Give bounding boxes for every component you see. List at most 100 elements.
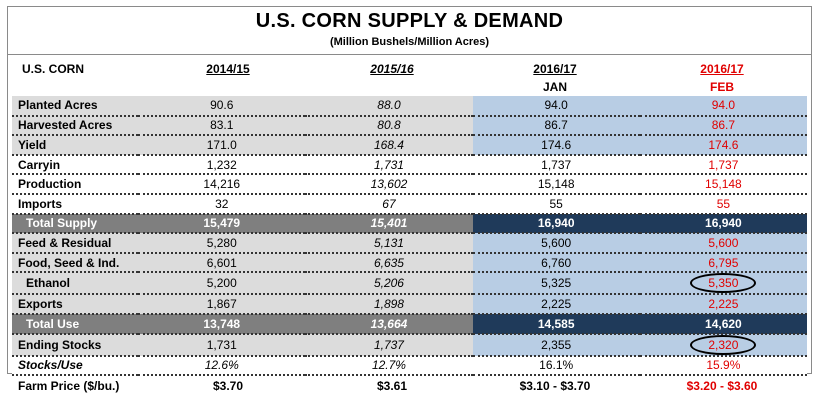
cell-2016-17-feb: 55 xyxy=(639,193,807,215)
cell-2016-17-jan: 16,940 xyxy=(472,213,640,235)
cell-2016-17-jan: 86.7 xyxy=(472,115,640,137)
table-row: Ending Stocks 1,731 1,737 2,355 2,320 xyxy=(12,333,807,357)
footer-2014-15: $3.70 xyxy=(212,379,244,393)
cell-2016-17-jan: 6,760 xyxy=(472,252,640,274)
cell-2016-17-feb: 15,148 xyxy=(639,174,807,195)
col1-header-text: 2014/15 xyxy=(206,62,250,76)
row-label: Planted Acres xyxy=(12,96,139,117)
cell-2014-15: 90.6 xyxy=(138,96,306,117)
cell-2016-17-feb: 2,225 xyxy=(639,294,807,315)
row-label: Total Use xyxy=(12,313,139,335)
cell-2016-17-jan: 16.1% xyxy=(472,355,640,377)
footer-2015-16: $3.61 xyxy=(376,379,408,393)
cell-2016-17-feb: 86.7 xyxy=(639,115,807,137)
cell-2016-17-feb: 5,350 xyxy=(639,272,807,296)
cell-2014-15: 15,479 xyxy=(138,213,306,235)
title-divider xyxy=(7,54,812,55)
cell-2015-16: 13,664 xyxy=(305,313,473,335)
cell-2016-17-jan: 174.6 xyxy=(472,135,640,156)
col4-header-text: 2016/17 xyxy=(700,62,744,76)
cell-2015-16: 1,737 xyxy=(305,333,473,357)
row-label: Stocks/Use xyxy=(12,355,139,377)
cell-2016-17-feb: 2,320 xyxy=(639,333,807,357)
row-label: Feed & Residual xyxy=(12,233,139,254)
table-row: Stocks/Use 12.6% 12.7% 16.1% 15.9% xyxy=(12,355,807,377)
cell-2016-17-feb: 5,600 xyxy=(639,233,807,254)
cell-2015-16: 5,131 xyxy=(305,233,473,254)
footer-2016-17-feb: $3.20 - $3.60 xyxy=(686,379,758,393)
cell-2014-15: 1,232 xyxy=(138,154,306,176)
table-row: Food, Seed & Ind. 6,601 6,635 6,760 6,79… xyxy=(12,252,807,274)
table-row: Ethanol 5,200 5,206 5,325 5,350 xyxy=(12,272,807,296)
cell-2016-17-jan: 2,355 xyxy=(472,333,640,357)
table-row: Planted Acres 90.6 88.0 94.0 94.0 xyxy=(12,96,807,117)
cell-2015-16: 12.7% xyxy=(305,355,473,377)
cell-2015-16: 1,898 xyxy=(305,294,473,315)
corner-header: U.S. CORN xyxy=(22,62,85,76)
table-row: Production 14,216 13,602 15,148 15,148 xyxy=(12,174,807,195)
cell-2015-16: 6,635 xyxy=(305,252,473,274)
row-label: Production xyxy=(12,174,139,195)
cell-2014-15: 5,280 xyxy=(138,233,306,254)
row-label: Harvested Acres xyxy=(12,115,139,137)
cell-2014-15: 13,748 xyxy=(138,313,306,335)
cell-2015-16: 5,206 xyxy=(305,272,473,296)
col2-header-text: 2015/16 xyxy=(370,62,414,76)
col3-header: 2016/17 xyxy=(475,62,635,76)
table-row: Feed & Residual 5,280 5,131 5,600 5,600 xyxy=(12,233,807,254)
cell-2016-17-feb: 174.6 xyxy=(639,135,807,156)
supply-demand-table: Planted Acres 90.6 88.0 94.0 94.0 Harves… xyxy=(12,96,807,377)
cell-2014-15: 171.0 xyxy=(138,135,306,156)
table-row: Carryin 1,232 1,731 1,737 1,737 xyxy=(12,154,807,176)
cell-2015-16: 1,731 xyxy=(305,154,473,176)
cell-2016-17-jan: 55 xyxy=(472,193,640,215)
cell-2015-16: 88.0 xyxy=(305,96,473,117)
col3-header-text: 2016/17 xyxy=(533,62,577,76)
cell-2016-17-jan: 1,737 xyxy=(472,154,640,176)
cell-2016-17-feb: 14,620 xyxy=(639,313,807,335)
table-row: Yield 171.0 168.4 174.6 174.6 xyxy=(12,135,807,156)
cell-2016-17-jan: 15,148 xyxy=(472,174,640,195)
table-row: Exports 1,867 1,898 2,225 2,225 xyxy=(12,294,807,315)
col4-subheader: FEB xyxy=(710,80,734,94)
cell-2016-17-feb: 94.0 xyxy=(639,96,807,117)
cell-2014-15: 1,867 xyxy=(138,294,306,315)
cell-2016-17-feb: 16,940 xyxy=(639,213,807,235)
row-label: Yield xyxy=(12,135,139,156)
cell-2014-15: 6,601 xyxy=(138,252,306,274)
row-label: Food, Seed & Ind. xyxy=(12,252,139,274)
page-title: U.S. CORN SUPPLY & DEMAND xyxy=(255,10,564,32)
col4-header: 2016/17 xyxy=(642,62,802,76)
col1-header: 2014/15 xyxy=(148,62,308,76)
cell-2015-16: 15,401 xyxy=(305,213,473,235)
cell-2016-17-jan: 14,585 xyxy=(472,313,640,335)
table-row: Imports 32 67 55 55 xyxy=(12,193,807,215)
cell-2015-16: 13,602 xyxy=(305,174,473,195)
table-row: Harvested Acres 83.1 80.8 86.7 86.7 xyxy=(12,115,807,137)
row-label: Exports xyxy=(12,294,139,315)
cell-2016-17-feb: 1,737 xyxy=(639,154,807,176)
row-label: Ending Stocks xyxy=(12,333,139,357)
cell-2014-15: 5,200 xyxy=(138,272,306,296)
row-label: Total Supply xyxy=(12,213,139,235)
col2-header: 2015/16 xyxy=(312,62,472,76)
highlight-circle: 2,320 xyxy=(690,334,757,355)
cell-2014-15: 14,216 xyxy=(138,174,306,195)
table-row-total-use: Total Use 13,748 13,664 14,585 14,620 xyxy=(12,313,807,335)
row-label: Carryin xyxy=(12,154,139,176)
cell-2014-15: 83.1 xyxy=(138,115,306,137)
cell-2015-16: 168.4 xyxy=(305,135,473,156)
cell-2014-15: 32 xyxy=(138,193,306,215)
cell-2016-17-jan: 5,325 xyxy=(472,272,640,296)
cell-2016-17-feb: 6,795 xyxy=(639,252,807,274)
highlight-circle: 5,350 xyxy=(690,273,757,294)
cell-2016-17-jan: 2,225 xyxy=(472,294,640,315)
row-label: Ethanol xyxy=(12,272,139,296)
cell-2016-17-feb: 15.9% xyxy=(639,355,807,377)
cell-2015-16: 67 xyxy=(305,193,473,215)
page-subtitle: (Million Bushels/Million Acres) xyxy=(329,36,490,48)
table-row-total-supply: Total Supply 15,479 15,401 16,940 16,940 xyxy=(12,213,807,235)
cell-2014-15: 12.6% xyxy=(138,355,306,377)
col3-subheader: JAN xyxy=(542,80,567,94)
row-label: Imports xyxy=(12,193,139,215)
